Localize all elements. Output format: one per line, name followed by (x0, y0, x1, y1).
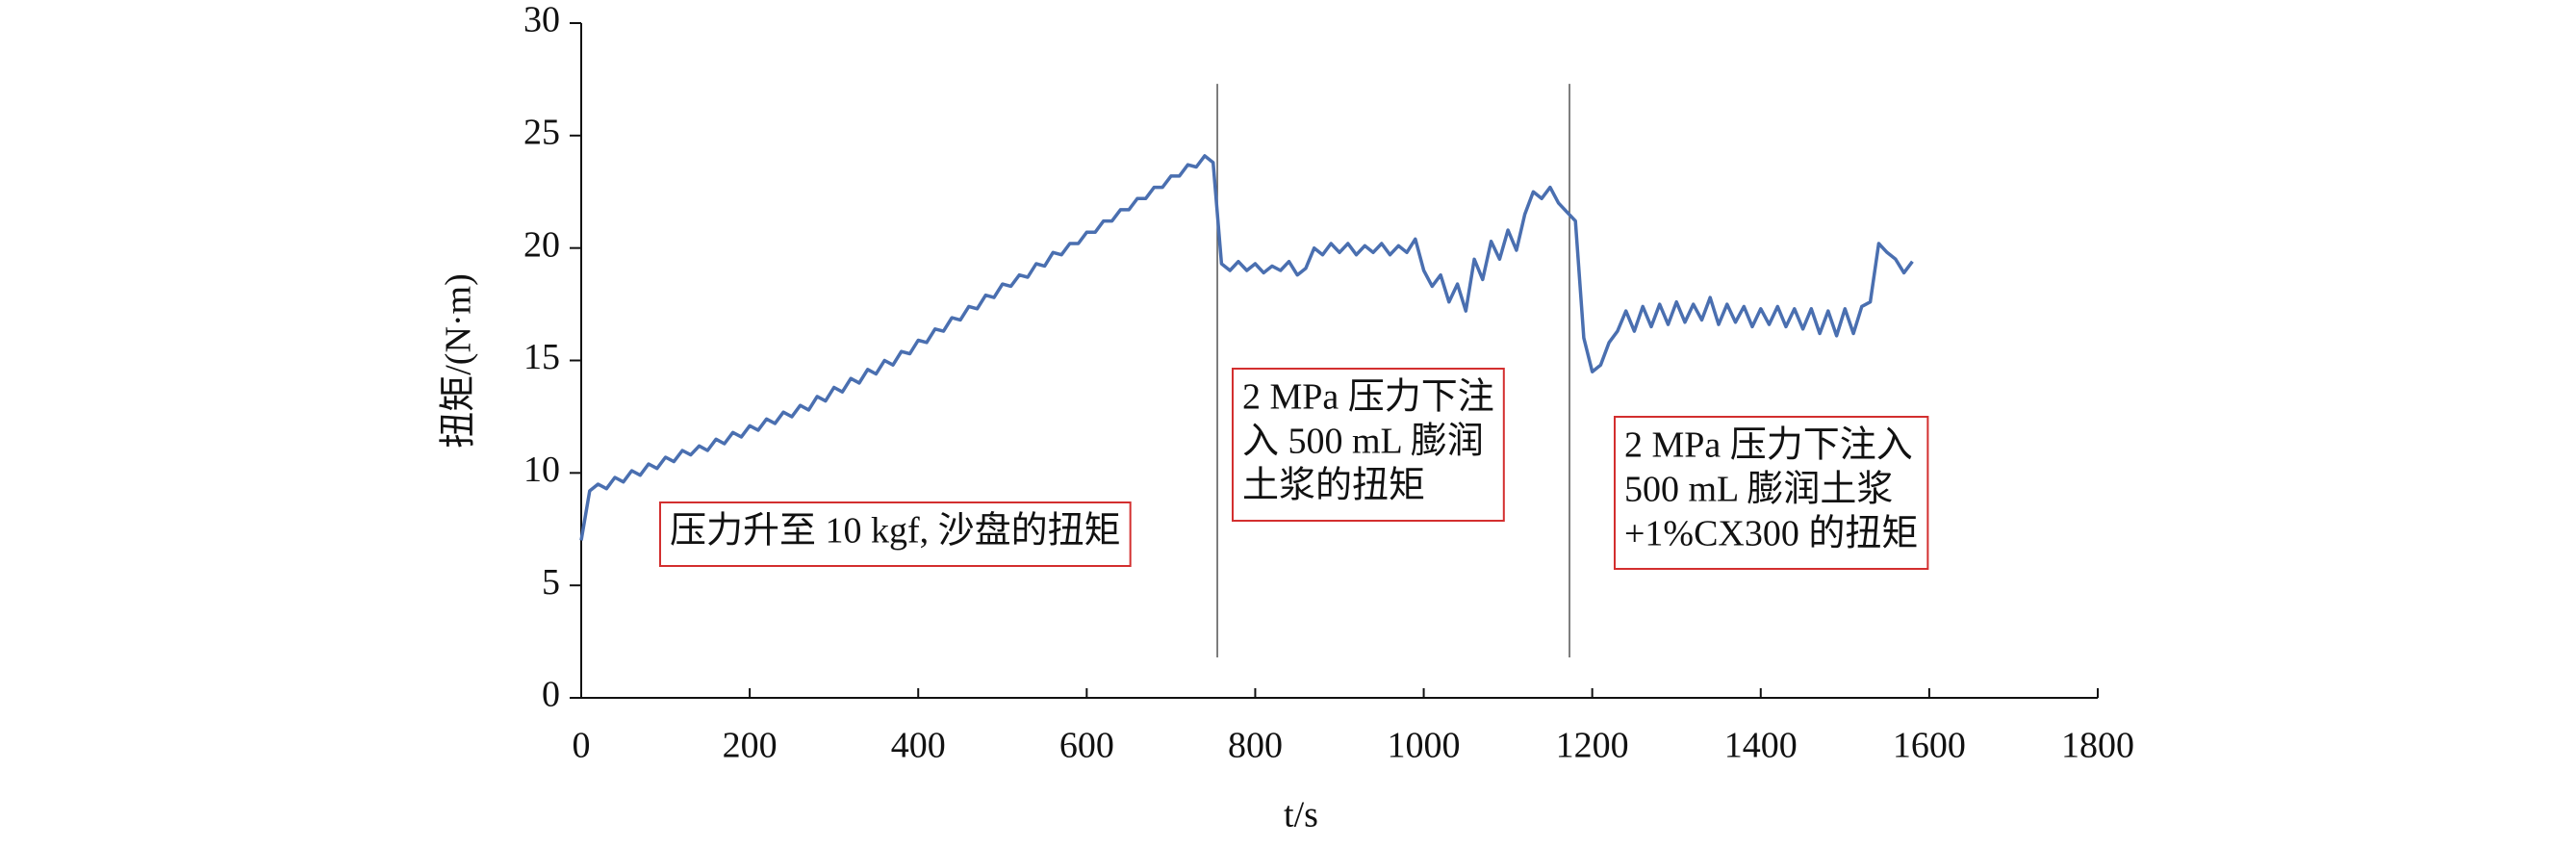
y-tick-label: 20 (523, 224, 560, 265)
data-line (579, 154, 1914, 541)
y-tick-label: 10 (523, 450, 560, 490)
annotation-text: 2 MPa 压力下注 (1242, 377, 1494, 418)
x-tick-label: 1400 (1724, 726, 1798, 766)
y-tick-label: 30 (523, 0, 560, 40)
annotation-text: 500 mL 膨润土浆 (1624, 470, 1893, 510)
x-tick-label: 800 (1228, 726, 1283, 766)
annotation-box (1614, 416, 1929, 570)
x-tick-label: 1600 (1893, 726, 1966, 766)
annotation-box (1232, 368, 1505, 522)
x-tick-label: 400 (891, 726, 946, 766)
y-tick-label: 25 (523, 113, 560, 153)
x-tick-label: 1200 (1556, 726, 1629, 766)
x-tick-label: 200 (723, 726, 778, 766)
y-tick-label: 15 (523, 337, 560, 377)
annotation-text: 入 500 mL 膨润 (1242, 422, 1484, 462)
x-tick-label: 1000 (1388, 726, 1461, 766)
annotation-box (659, 501, 1132, 567)
annotation-text: 土浆的扭矩 (1242, 466, 1425, 506)
x-axis-label: t/s (1284, 795, 1318, 835)
y-tick-label: 0 (542, 675, 560, 715)
x-tick-label: 0 (573, 726, 591, 766)
x-tick-label: 600 (1059, 726, 1114, 766)
annotation-text: 2 MPa 压力下注入 (1624, 425, 1913, 466)
x-tick-label: 1800 (2061, 726, 2134, 766)
annotation-text: 压力升至 10 kgf, 沙盘的扭矩 (670, 511, 1121, 552)
y-tick-label: 5 (542, 562, 560, 603)
annotation-text: +1%CX300 的扭矩 (1624, 514, 1918, 554)
y-axis-label: 扭矩/(N·m) (439, 273, 479, 449)
